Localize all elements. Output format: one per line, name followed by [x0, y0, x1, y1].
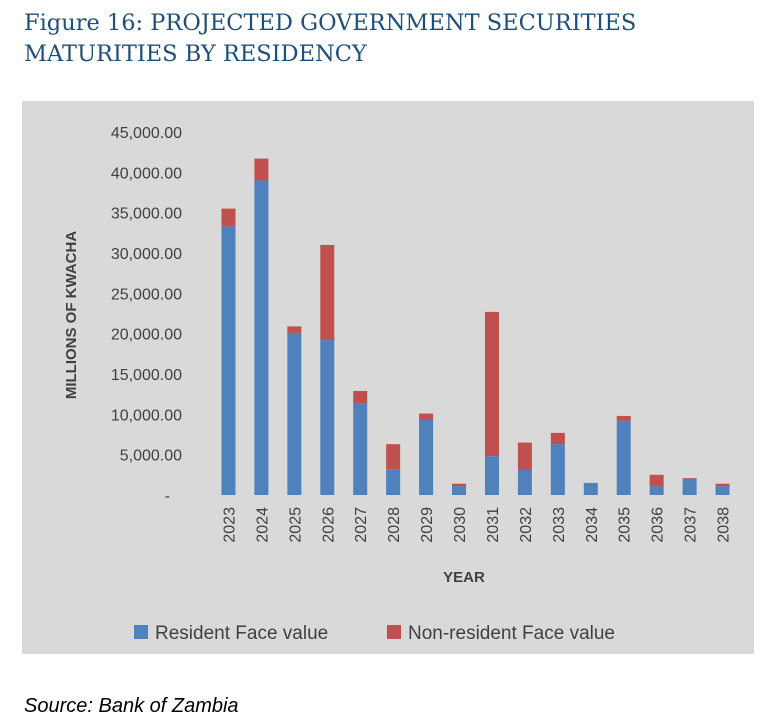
x-tick-label-2029: 2029 [419, 507, 436, 543]
bar-non-resident-2036 [649, 474, 664, 487]
x-tick-label-2035: 2035 [617, 507, 634, 543]
legend-label-resident: Resident Face value [155, 623, 328, 644]
y-tick-label: 25,000.00 [111, 286, 182, 303]
bar-resident-2026 [320, 340, 335, 495]
bar-resident-2025 [287, 332, 302, 495]
legend-swatch-non-resident [387, 625, 401, 639]
x-tick-label-2027: 2027 [353, 507, 370, 543]
bar-non-resident-2035 [616, 415, 631, 421]
bar-resident-2035 [616, 420, 631, 495]
bar-resident-2037 [682, 478, 697, 495]
x-tick-label-2033: 2033 [551, 507, 568, 543]
x-tick-label-2031: 2031 [485, 507, 502, 543]
bar-resident-2024 [254, 180, 269, 495]
y-tick-label: 45,000.00 [111, 125, 182, 142]
x-axis-ticks: 2023 2024 2025 2026 2027 2028 2029 2030 2031 2032… [221, 507, 732, 543]
y-axis-ticks: - 5,000.00 10,000.00 15,000.00 20,000.00 25,0… [111, 125, 182, 505]
stacked-bar-chart: - 5,000.00 10,000.00 15,000.00 20,000.00 25,0… [63, 125, 739, 644]
bar-non-resident-2026 [320, 244, 335, 341]
bar-resident-2027 [353, 403, 368, 495]
bar-non-resident-2037 [682, 478, 697, 479]
y-tick-label: 5,000.00 [120, 448, 182, 465]
bar-resident-2036 [649, 486, 664, 495]
legend: Resident Face value Non-resident Face va… [134, 623, 615, 644]
x-axis-title: YEAR [443, 569, 485, 586]
legend-label-non-resident: Non-resident Face value [408, 623, 615, 644]
bar-non-resident-2030 [452, 483, 467, 487]
bar-resident-2031 [484, 456, 499, 495]
x-tick-label-2036: 2036 [650, 507, 667, 543]
bar-non-resident-2033 [550, 432, 565, 445]
bar-non-resident-2028 [386, 444, 401, 470]
chart-panel: - 5,000.00 10,000.00 15,000.00 20,000.00 25,0… [22, 101, 754, 654]
legend-item-non-resident: Non-resident Face value [387, 623, 615, 644]
x-tick-label-2025: 2025 [287, 507, 304, 543]
legend-swatch-resident [134, 625, 148, 639]
x-tick-label-2037: 2037 [683, 507, 700, 543]
bar-resident-2029 [419, 419, 434, 495]
x-tick-label-2026: 2026 [320, 507, 337, 543]
x-tick-label-2028: 2028 [386, 507, 403, 543]
y-tick-label: 10,000.00 [111, 407, 182, 424]
bar-non-resident-2032 [517, 442, 532, 470]
y-tick-label: 40,000.00 [111, 165, 182, 182]
x-tick-label-2030: 2030 [452, 507, 469, 543]
bar-non-resident-2023 [221, 208, 236, 227]
y-axis-title: MILLIONS OF KWACHA [63, 231, 80, 399]
bar-non-resident-2029 [419, 413, 434, 420]
x-tick-label-2024: 2024 [254, 507, 271, 543]
figure-title: Figure 16: PROJECTED GOVERNMENT SECURITI… [24, 8, 744, 70]
bar-non-resident-2025 [287, 326, 302, 333]
bar-resident-2032 [517, 469, 532, 495]
bar-resident-2023 [221, 226, 236, 495]
figure-title-line-2: MATURITIES BY RESIDENCY [24, 41, 367, 67]
bar-resident-2033 [550, 444, 565, 495]
y-tick-label: 15,000.00 [111, 367, 182, 384]
legend-item-resident: Resident Face value [134, 623, 328, 644]
bars [221, 158, 730, 495]
y-tick-label: 30,000.00 [111, 246, 182, 263]
bar-resident-2038 [715, 486, 730, 495]
x-tick-label-2023: 2023 [221, 507, 238, 543]
y-tick-label: - [165, 488, 170, 505]
x-tick-label-2038: 2038 [716, 507, 733, 543]
y-tick-label: 20,000.00 [111, 327, 182, 344]
bar-non-resident-2038 [715, 483, 730, 487]
y-tick-label: 35,000.00 [111, 206, 182, 223]
x-tick-label-2034: 2034 [584, 507, 601, 543]
bar-resident-2030 [452, 486, 467, 495]
bar-non-resident-2027 [353, 390, 368, 404]
bar-resident-2028 [386, 469, 401, 495]
bar-resident-2034 [583, 482, 598, 495]
source-note: Source: Bank of Zambia [24, 695, 239, 717]
bar-non-resident-2024 [254, 158, 269, 181]
bar-non-resident-2031 [484, 311, 499, 457]
x-tick-label-2032: 2032 [518, 507, 535, 543]
figure-title-line-1: Figure 16: PROJECTED GOVERNMENT SECURITI… [24, 10, 637, 36]
